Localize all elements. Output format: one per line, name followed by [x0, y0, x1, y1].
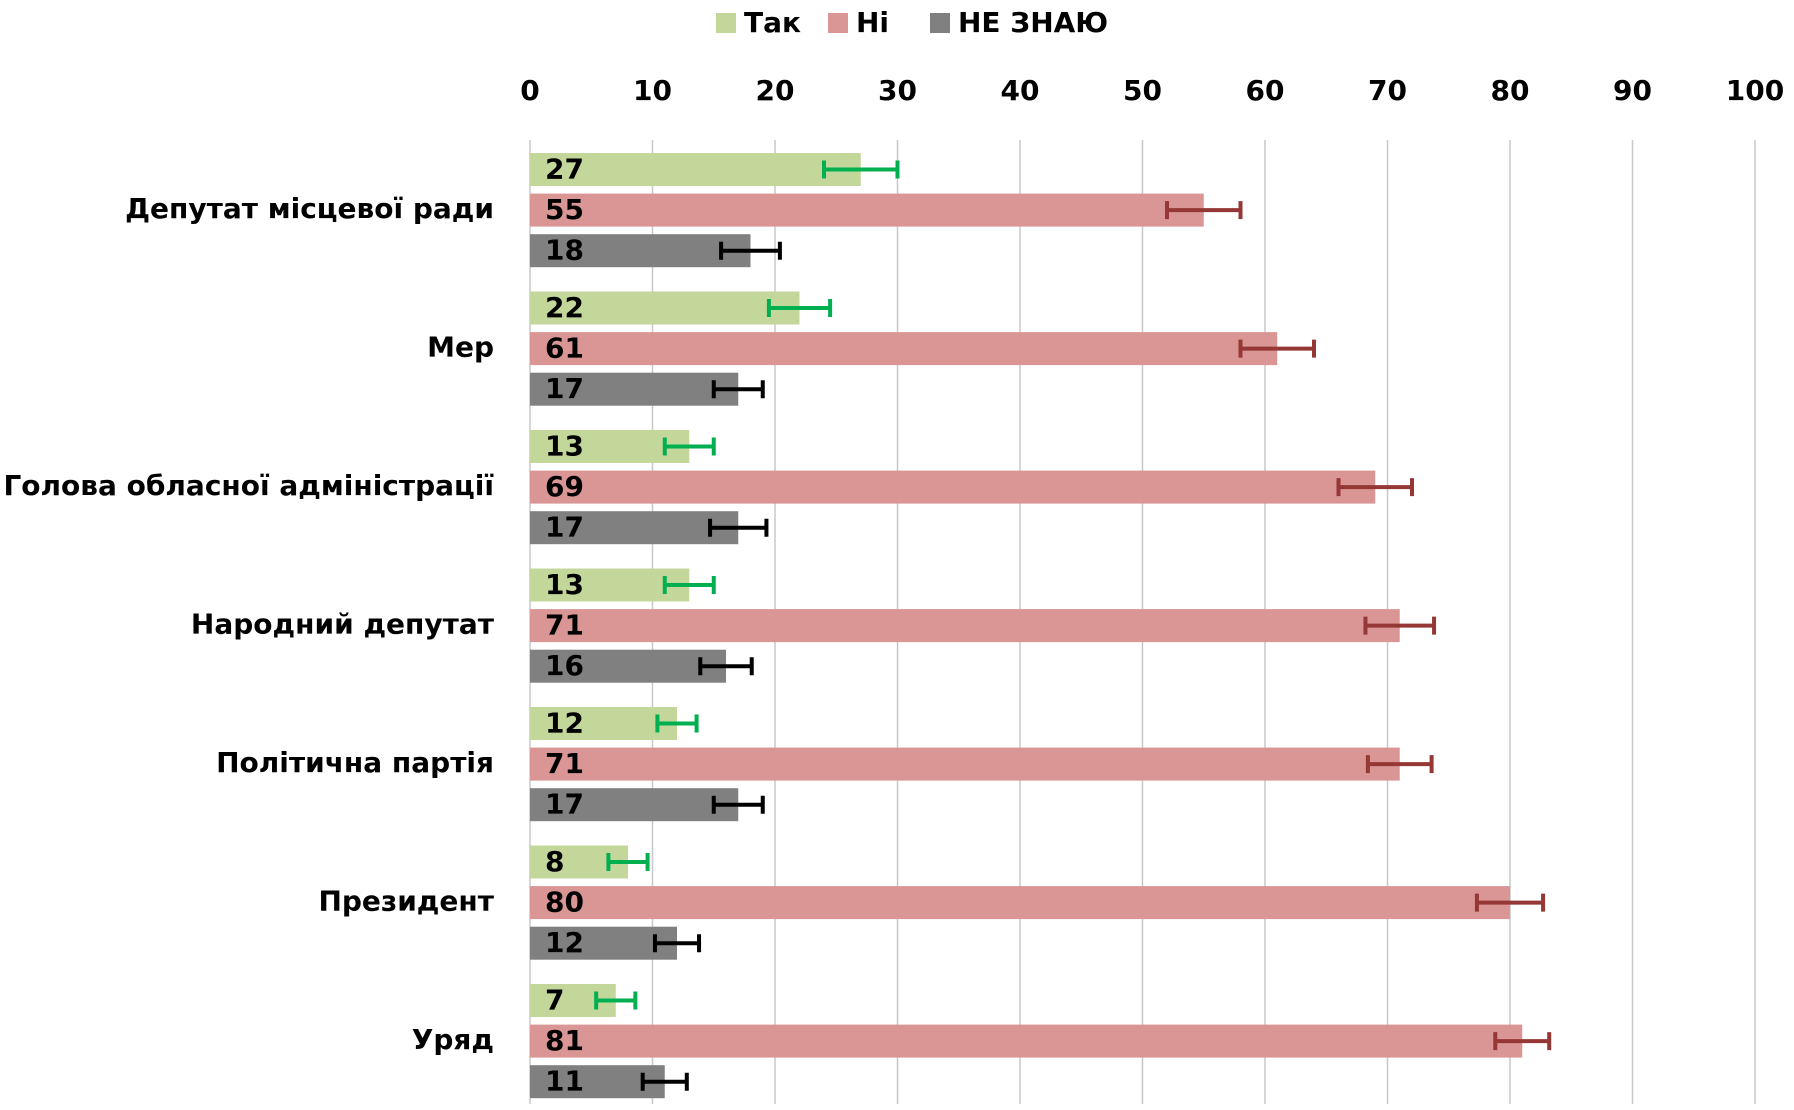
error-bar [606, 853, 650, 871]
value-label: 17 [545, 788, 584, 821]
category-label: Депутат місцевої ради [125, 192, 494, 225]
error-bar [1238, 339, 1316, 358]
value-label: 17 [545, 372, 584, 405]
bar [530, 193, 1204, 227]
category-label: Народний депутат [191, 608, 495, 641]
error-bar [1165, 201, 1243, 220]
bar [530, 332, 1278, 366]
value-label: 13 [545, 568, 584, 601]
x-tick-label: 80 [1491, 74, 1530, 107]
value-label: 27 [545, 153, 584, 186]
error-bar [1363, 616, 1437, 635]
value-label: 71 [545, 747, 584, 780]
bar [530, 430, 690, 463]
bar [530, 470, 1376, 504]
bar [530, 153, 861, 186]
error-bar [711, 380, 765, 399]
error-bar [708, 518, 769, 537]
value-label: 13 [545, 430, 584, 463]
x-tick-label: 40 [1001, 74, 1040, 107]
category-label: Уряд [412, 1023, 494, 1056]
category-label: Президент [318, 885, 494, 918]
category-label: Політична партія [216, 746, 494, 779]
bar [530, 1024, 1523, 1058]
x-tick-label: 70 [1368, 74, 1407, 107]
value-label: 8 [545, 845, 564, 878]
legend-swatch [828, 13, 848, 33]
value-label: 17 [545, 511, 584, 544]
error-bar [698, 657, 754, 676]
value-label: 12 [545, 926, 584, 959]
value-label: 12 [545, 707, 584, 740]
error-bar [662, 437, 716, 456]
value-label: 69 [545, 470, 584, 503]
legend-label: Ні [856, 6, 889, 39]
bar [530, 886, 1510, 920]
x-tick-label: 100 [1726, 74, 1784, 107]
error-bar [1493, 1032, 1552, 1051]
error-bar [662, 576, 716, 594]
value-label: 61 [545, 332, 584, 365]
legend-label: НЕ ЗНАЮ [958, 6, 1108, 39]
error-bar [655, 714, 699, 733]
bar [530, 649, 726, 683]
error-bar [1365, 755, 1434, 774]
category-label: Мер [427, 331, 494, 364]
bar [530, 747, 1400, 781]
error-bar [1474, 893, 1546, 912]
bar [530, 609, 1400, 643]
value-label: 55 [545, 193, 584, 226]
x-tick-label: 60 [1246, 74, 1285, 107]
bar [530, 372, 739, 406]
error-bar [822, 160, 900, 179]
bar [530, 926, 677, 960]
value-label: 16 [545, 649, 584, 682]
error-bar [640, 1072, 689, 1091]
x-tick-label: 90 [1613, 74, 1652, 107]
x-tick-label: 20 [756, 74, 795, 107]
error-bar [1336, 478, 1414, 497]
error-bar [652, 934, 702, 953]
error-bar [711, 795, 765, 814]
value-label: 18 [545, 234, 584, 267]
error-bar [594, 991, 638, 1010]
bar [530, 291, 800, 325]
x-tick-label: 30 [878, 74, 917, 107]
value-label: 80 [545, 886, 584, 919]
value-label: 71 [545, 609, 584, 642]
bar [530, 707, 677, 740]
value-label: 22 [545, 291, 584, 324]
legend-swatch [716, 13, 736, 33]
x-tick-label: 50 [1123, 74, 1162, 107]
value-label: 11 [545, 1065, 584, 1098]
x-tick-label: 0 [520, 74, 539, 107]
legend-label: Так [744, 6, 801, 39]
bar [530, 788, 739, 822]
category-label: Голова обласної адміністрації [3, 469, 494, 502]
bar [530, 511, 739, 545]
legend-swatch [930, 13, 950, 33]
x-tick-label: 10 [633, 74, 672, 107]
error-bar [719, 241, 782, 260]
value-label: 7 [545, 984, 564, 1017]
bar [530, 568, 690, 602]
bar [530, 234, 751, 268]
value-label: 81 [545, 1024, 584, 1057]
error-bar [766, 299, 833, 317]
